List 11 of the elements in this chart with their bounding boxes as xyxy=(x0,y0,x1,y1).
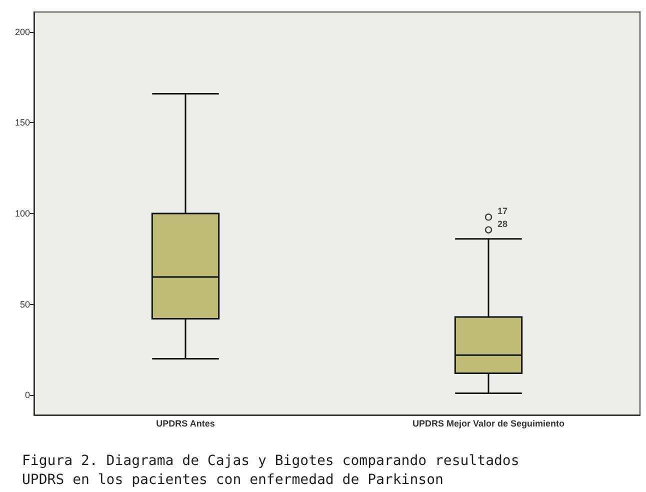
y-tick-label: 200 xyxy=(14,26,30,37)
y-tick-label: 0 xyxy=(24,390,30,400)
annotation: 17 xyxy=(498,206,508,216)
x-tick-label: UPDRS Antes xyxy=(156,418,215,428)
annotation: 28 xyxy=(498,218,508,229)
x-tick-label: UPDRS Mejor Valor de Seguimiento xyxy=(412,418,566,428)
text: Figura 2. Diagrama de Cajas y Bigotes comparando resultados xyxy=(22,452,520,471)
y-tick-label: 100 xyxy=(14,208,30,218)
y-tick-label: 150 xyxy=(14,118,30,128)
text: UPDRS en los pacientes con enfermedad de Parkinson xyxy=(22,471,444,490)
y-tick-label: 50 xyxy=(20,299,30,310)
